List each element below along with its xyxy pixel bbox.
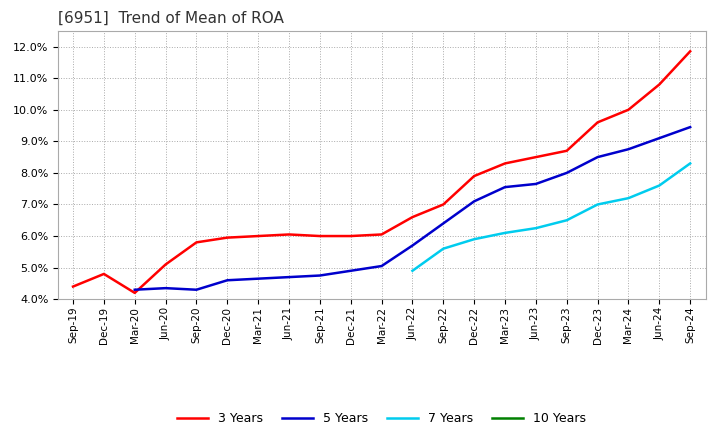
3 Years	[315, 233, 324, 238]
5 Years	[223, 278, 232, 283]
5 Years	[161, 286, 170, 291]
5 Years	[284, 275, 293, 280]
3 Years	[624, 107, 633, 112]
5 Years	[562, 170, 571, 176]
3 Years	[161, 262, 170, 267]
3 Years	[68, 284, 77, 289]
5 Years	[624, 147, 633, 152]
5 Years	[655, 136, 664, 141]
7 Years	[562, 218, 571, 223]
5 Years	[254, 276, 263, 281]
3 Years	[562, 148, 571, 154]
7 Years	[655, 183, 664, 188]
7 Years	[624, 195, 633, 201]
5 Years	[439, 221, 448, 226]
3 Years	[686, 49, 695, 54]
5 Years	[531, 181, 540, 187]
3 Years	[439, 202, 448, 207]
Legend: 3 Years, 5 Years, 7 Years, 10 Years: 3 Years, 5 Years, 7 Years, 10 Years	[172, 407, 591, 430]
5 Years	[593, 154, 602, 160]
3 Years	[192, 240, 201, 245]
7 Years	[470, 237, 479, 242]
7 Years	[408, 268, 417, 273]
3 Years	[470, 173, 479, 179]
3 Years	[130, 290, 139, 296]
3 Years	[284, 232, 293, 237]
3 Years	[223, 235, 232, 240]
3 Years	[655, 82, 664, 87]
5 Years	[470, 199, 479, 204]
3 Years	[377, 232, 386, 237]
7 Years	[531, 226, 540, 231]
5 Years	[500, 184, 509, 190]
5 Years	[192, 287, 201, 292]
3 Years	[254, 233, 263, 238]
5 Years	[315, 273, 324, 278]
7 Years	[593, 202, 602, 207]
3 Years	[408, 214, 417, 220]
Text: [6951]  Trend of Mean of ROA: [6951] Trend of Mean of ROA	[58, 11, 284, 26]
3 Years	[593, 120, 602, 125]
Line: 7 Years: 7 Years	[413, 163, 690, 271]
3 Years	[99, 271, 108, 277]
7 Years	[686, 161, 695, 166]
5 Years	[377, 264, 386, 269]
3 Years	[346, 233, 355, 238]
Line: 5 Years: 5 Years	[135, 127, 690, 290]
3 Years	[500, 161, 509, 166]
7 Years	[500, 230, 509, 235]
7 Years	[439, 246, 448, 251]
Line: 3 Years: 3 Years	[73, 51, 690, 293]
5 Years	[346, 268, 355, 273]
3 Years	[531, 154, 540, 160]
5 Years	[686, 125, 695, 130]
5 Years	[130, 287, 139, 292]
5 Years	[408, 243, 417, 248]
